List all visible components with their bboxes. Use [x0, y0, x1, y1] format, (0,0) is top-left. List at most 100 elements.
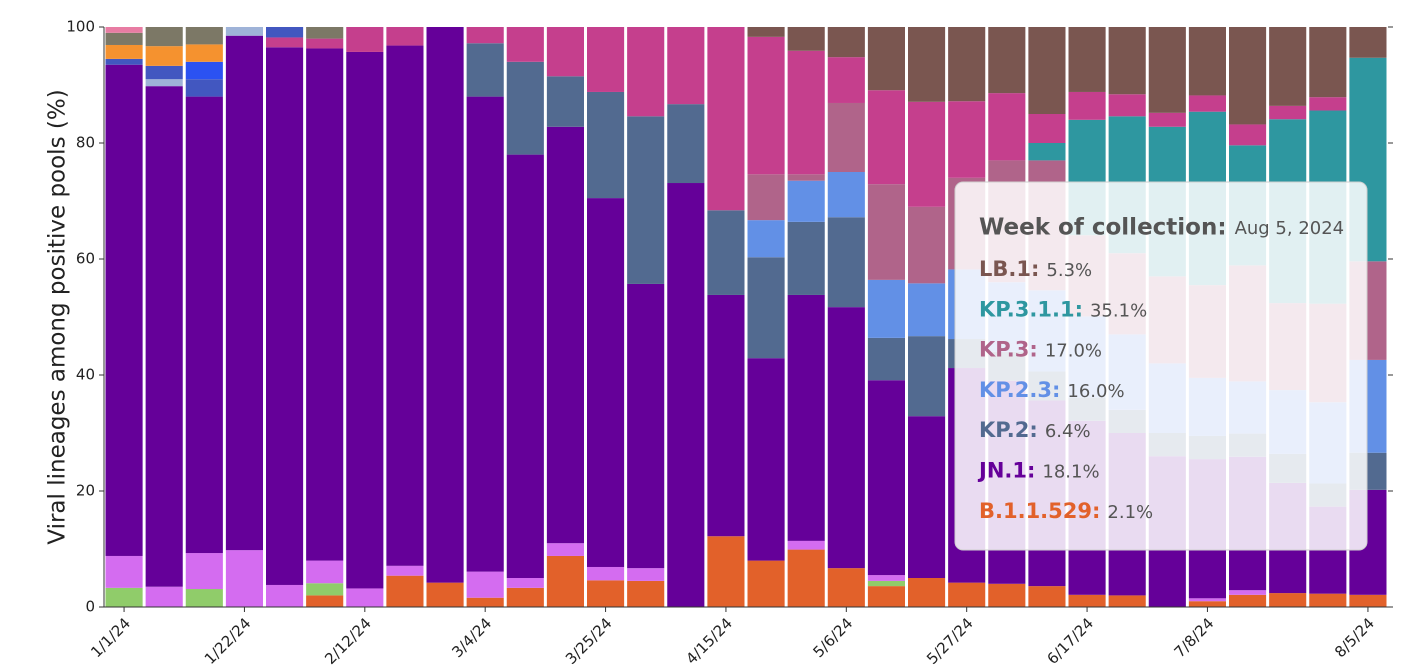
bar-segment [105, 32, 143, 45]
tooltip-colon: : [1031, 257, 1039, 281]
bar-segment [105, 27, 143, 33]
x-tick-label: 7/8/24 [1171, 614, 1218, 661]
bar-segment [386, 575, 424, 607]
bar-segment [506, 27, 544, 62]
bar-segment [1229, 124, 1267, 146]
bar-segment [1068, 594, 1106, 607]
bar-segment [546, 543, 584, 556]
bar-segment [105, 555, 143, 588]
bar-segment [185, 553, 223, 590]
bar-segment [466, 96, 504, 572]
bar-segment [466, 27, 504, 44]
bar-segment [346, 51, 384, 589]
bar-segment [867, 27, 905, 91]
bar-segment [346, 588, 384, 607]
bar-segment [787, 549, 825, 607]
bar-segment [225, 550, 263, 607]
bar-segment [105, 64, 143, 556]
bar-segment [667, 104, 705, 184]
bar-segment [185, 79, 223, 97]
bar-segment [1269, 105, 1307, 120]
bar-segment [145, 86, 183, 587]
bar-segment [1108, 94, 1146, 117]
bar-segment [466, 597, 504, 607]
bar-segment [827, 568, 865, 607]
bar-segment [587, 580, 625, 607]
bar-segment [1309, 27, 1347, 98]
bar-segment [185, 589, 223, 607]
bar-segment [1229, 590, 1267, 595]
bar-segment [787, 221, 825, 295]
bar-segment [867, 90, 905, 185]
tooltip-series-name: B.1.1.529 [979, 499, 1092, 523]
bar-segment [948, 582, 986, 607]
bar-segment [1309, 593, 1347, 607]
y-axis-title: Viral lineages among positive pools (%) [45, 89, 71, 544]
bar-segment [386, 27, 424, 46]
tooltip-series-name: JN.1 [977, 459, 1027, 483]
bar-segment [827, 27, 865, 58]
bar-segment [867, 575, 905, 581]
bar-segment [747, 358, 785, 561]
bar-segment [145, 27, 183, 47]
bar-segment [627, 27, 665, 117]
bar-segment [1068, 27, 1106, 92]
tooltip-series-name: KP.3.1.1 [979, 297, 1075, 321]
bar-segment [667, 27, 705, 105]
bar-segment [988, 27, 1026, 94]
bar-segment [145, 46, 183, 66]
bar-segment [466, 571, 504, 598]
bar-segment [908, 283, 946, 337]
y-tick-label: 20 [76, 482, 95, 500]
bar-segment [386, 45, 424, 566]
bar-segment [908, 416, 946, 578]
tooltip-value: 35.1% [1090, 300, 1147, 321]
bar-segment [145, 79, 183, 87]
bar-segment [1068, 91, 1106, 120]
bar-segment [747, 36, 785, 175]
bar-segment [948, 101, 986, 178]
bar-segment [827, 307, 865, 569]
tooltip-value: 6.4% [1045, 421, 1091, 442]
bar-segment [266, 584, 304, 607]
bar-segment [867, 279, 905, 338]
bar-segment [587, 91, 625, 199]
bar-segment [1349, 27, 1387, 58]
bar-segment [908, 206, 946, 284]
bar-segment [1028, 27, 1066, 114]
bar-segment [266, 27, 304, 38]
bar-segment [747, 560, 785, 607]
bar-segment [908, 336, 946, 417]
bar-segment [747, 174, 785, 221]
tooltip-series-name: LB.1 [979, 257, 1031, 281]
tooltip-value: 5.3% [1046, 260, 1092, 281]
bar-segment [185, 27, 223, 45]
bar-segment [707, 210, 745, 295]
bar-segment [1229, 594, 1267, 607]
x-tick-label: 6/17/24 [1043, 614, 1097, 668]
bar-segment [145, 586, 183, 607]
bar-segment [747, 257, 785, 359]
bar-segment [1108, 27, 1146, 95]
bar-segment [1309, 97, 1347, 111]
bar-segment [546, 76, 584, 127]
y-tick-label: 100 [66, 18, 95, 36]
x-tick-label: 8/5/24 [1331, 614, 1378, 661]
bar-segment [225, 35, 263, 551]
bar-segment [306, 595, 344, 607]
bar-segment [827, 172, 865, 218]
bar-segment [988, 93, 1026, 161]
bar-segment [867, 337, 905, 381]
bar-segment [787, 27, 825, 51]
bar-segment [827, 57, 865, 103]
tooltip-value: 2.1% [1107, 502, 1153, 523]
tooltip-heading: Week of collection: [979, 215, 1227, 241]
bar-segment [707, 27, 745, 211]
bar-segment [105, 587, 143, 607]
tooltip-series-name: KP.2 [979, 418, 1029, 442]
bar-segment [306, 48, 344, 561]
bar-segment [627, 283, 665, 569]
bar-segment [1269, 593, 1307, 607]
bar-segment [266, 47, 304, 585]
